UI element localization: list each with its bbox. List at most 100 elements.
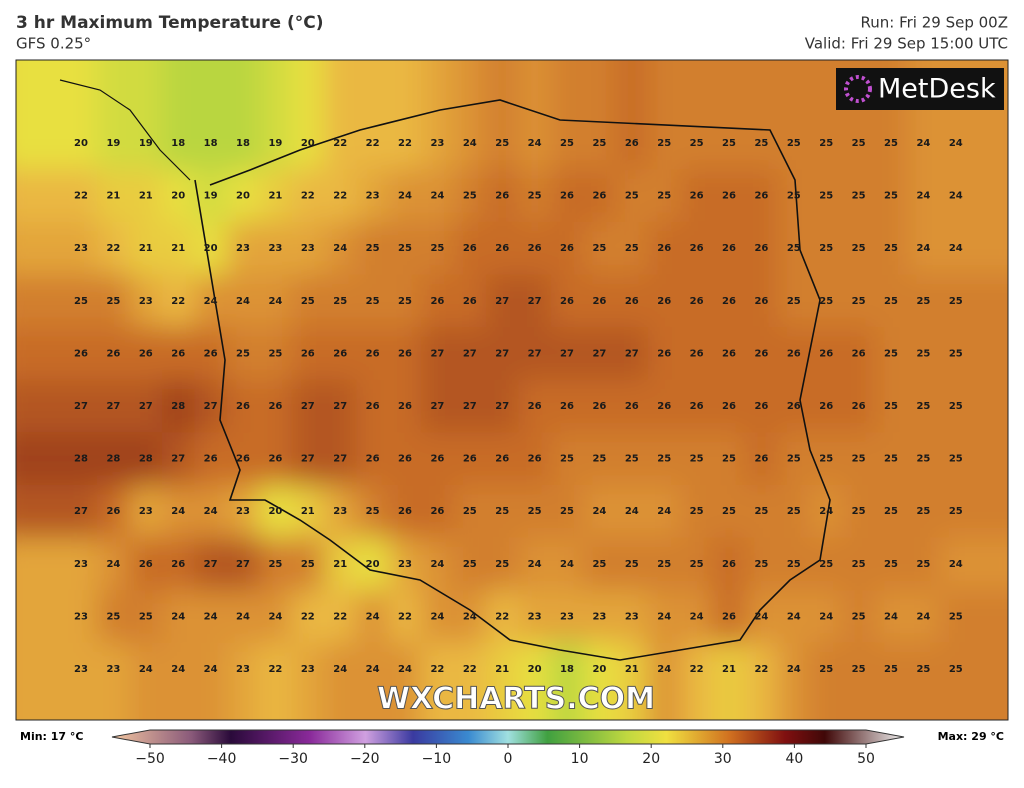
temperature-label: 22 (301, 611, 315, 622)
colorbar-tick-label: −20 (350, 751, 380, 767)
colorbar-tick-label: 0 (504, 751, 513, 767)
temperature-label: 26 (366, 454, 380, 465)
temperature-label: 25 (819, 243, 833, 254)
temperature-cell (259, 642, 293, 720)
temperature-label: 25 (949, 506, 963, 517)
temperature-label: 26 (722, 348, 736, 359)
temperature-cell (680, 60, 714, 171)
temperature-cell (16, 221, 99, 276)
temperature-label: 27 (333, 401, 347, 412)
temperature-cell (259, 60, 293, 171)
temperature-label: 24 (366, 664, 380, 675)
temperature-cell (226, 379, 261, 434)
temperature-cell (453, 327, 487, 381)
temperature-label: 27 (528, 296, 542, 307)
temperature-cell (874, 379, 909, 434)
temperature-label: 20 (268, 506, 282, 517)
colorbar (111, 729, 905, 745)
temperature-cell (97, 379, 131, 434)
temperature-label: 26 (463, 296, 477, 307)
temperature-label: 25 (398, 243, 412, 254)
temperature-label: 25 (787, 243, 801, 254)
temperature-cell (648, 642, 682, 720)
temperature-cell (388, 484, 423, 539)
temperature-cell (324, 537, 358, 592)
temperature-cell (810, 432, 844, 486)
temperature-label: 27 (301, 401, 315, 412)
temperature-cell (550, 537, 585, 592)
temperature-cell (388, 642, 423, 720)
temperature-label: 25 (754, 559, 768, 570)
temperature-label: 24 (333, 243, 347, 254)
temperature-cell (680, 642, 714, 720)
temperature-cell (874, 432, 909, 486)
temperature-cell (194, 432, 228, 486)
temperature-label: 26 (236, 454, 250, 465)
temperature-label: 22 (268, 664, 282, 675)
temperature-label: 25 (884, 296, 898, 307)
temperature-label: 26 (171, 348, 185, 359)
temperature-cell (939, 590, 1008, 644)
temperature-label: 25 (430, 243, 444, 254)
temperature-cell (129, 432, 163, 486)
temperature-label: 27 (301, 454, 315, 465)
temperature-cell (97, 484, 131, 539)
temperature-cell (615, 221, 649, 276)
temperature-cell (907, 274, 941, 329)
temperature-label: 27 (74, 506, 88, 517)
temperature-cell (550, 274, 585, 329)
temperature-label: 24 (268, 611, 282, 622)
temperature-cell (680, 537, 714, 592)
temperature-cell (583, 537, 617, 592)
temperature-label: 25 (852, 138, 866, 149)
temperature-label: 19 (268, 138, 282, 149)
temperature-label: 27 (592, 348, 606, 359)
temperature-cell (907, 642, 941, 720)
temperature-cell (583, 327, 617, 381)
temperature-cell (777, 484, 811, 539)
temperature-cell (129, 60, 163, 171)
temperature-cell (16, 274, 99, 329)
temperature-label: 25 (495, 138, 509, 149)
temperature-cell (129, 169, 163, 223)
temperature-cell (842, 274, 876, 329)
temperature-label: 22 (106, 243, 120, 254)
temperature-cell (615, 274, 649, 329)
temperature-label: 27 (495, 296, 509, 307)
temperature-label: 24 (690, 611, 704, 622)
temperature-label: 24 (333, 664, 347, 675)
temperature-cell (162, 484, 196, 539)
temperature-cell (842, 484, 876, 539)
colorbar-tick-label: 50 (857, 751, 875, 767)
temperature-cell (324, 327, 358, 381)
temperature-cell (550, 327, 585, 381)
temperature-cell (518, 432, 552, 486)
temperature-label: 26 (560, 243, 574, 254)
temperature-cell (291, 484, 325, 539)
temperature-label: 22 (333, 611, 347, 622)
temperature-cell (615, 590, 649, 644)
temperature-label: 28 (106, 454, 120, 465)
temperature-cell (712, 221, 747, 276)
temperature-label: 26 (690, 296, 704, 307)
temperature-cell (162, 274, 196, 329)
temperature-label: 27 (430, 401, 444, 412)
temperature-label: 25 (819, 664, 833, 675)
temperature-cell (907, 327, 941, 381)
temperature-cell (810, 221, 844, 276)
temperature-cell (907, 169, 941, 223)
temperature-cell (97, 590, 131, 644)
temperature-cell (939, 169, 1008, 223)
temperature-cell (324, 169, 358, 223)
colorbar-tick-label: 10 (571, 751, 589, 767)
temperature-cell (712, 379, 747, 434)
temperature-label: 25 (690, 506, 704, 517)
temperature-cell (648, 379, 682, 434)
temperature-label: 24 (916, 191, 930, 202)
temperature-label: 26 (657, 401, 671, 412)
temperature-cell (518, 169, 552, 223)
temperature-label: 18 (171, 138, 185, 149)
temperature-label: 26 (852, 401, 866, 412)
temperature-cell (324, 221, 358, 276)
temperature-label: 18 (236, 138, 250, 149)
